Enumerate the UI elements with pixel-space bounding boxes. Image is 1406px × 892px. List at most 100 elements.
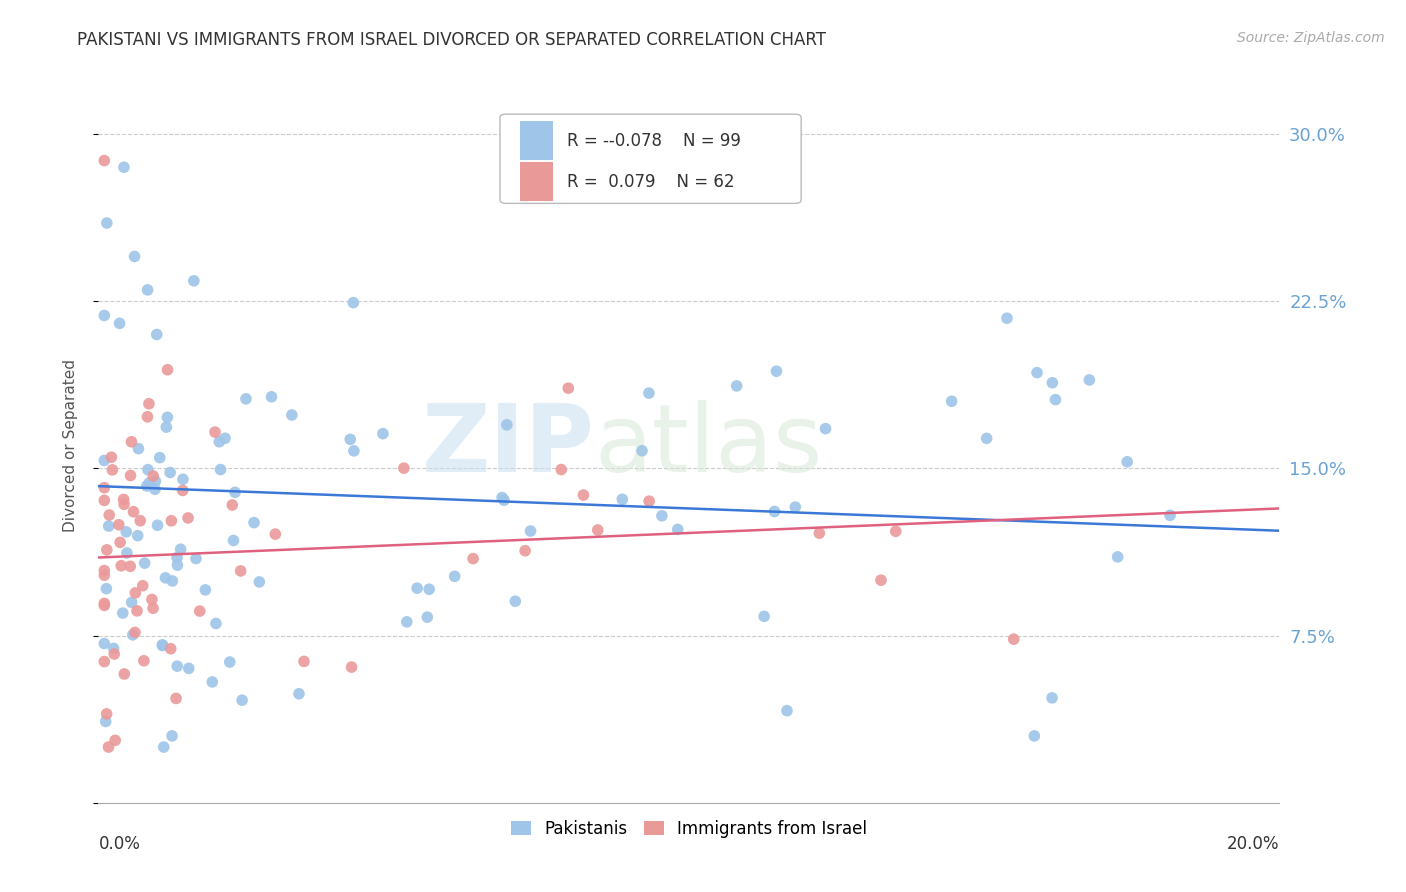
- Point: [108, 316, 131, 330]
- Point: [142, 601, 165, 615]
- Point: [121, 628, 143, 642]
- Point: [281, 408, 304, 422]
- Point: [505, 594, 527, 608]
- Point: [557, 381, 579, 395]
- Point: [343, 443, 366, 458]
- Point: [550, 462, 572, 476]
- Point: [205, 616, 228, 631]
- Point: [1002, 632, 1025, 647]
- Point: [96, 582, 118, 596]
- Point: [141, 592, 163, 607]
- Point: [127, 529, 149, 543]
- Point: [110, 558, 132, 573]
- Point: [112, 497, 135, 511]
- Point: [491, 491, 513, 505]
- Point: [150, 638, 173, 652]
- Point: [995, 311, 1018, 326]
- Point: [1078, 373, 1101, 387]
- Point: [124, 249, 146, 264]
- Point: [976, 431, 998, 445]
- Point: [288, 687, 311, 701]
- Point: [93, 481, 115, 495]
- Point: [136, 409, 159, 424]
- Point: [785, 500, 807, 514]
- Point: [97, 740, 120, 755]
- Point: [339, 433, 361, 447]
- Point: [177, 661, 200, 675]
- Point: [1116, 455, 1139, 469]
- Point: [96, 216, 118, 230]
- Point: [115, 546, 138, 560]
- Text: ZIP: ZIP: [422, 400, 595, 492]
- Point: [214, 431, 236, 445]
- Point: [247, 574, 270, 589]
- Point: [201, 675, 224, 690]
- Text: atlas: atlas: [595, 400, 823, 492]
- Point: [159, 466, 181, 480]
- Point: [115, 524, 138, 539]
- Point: [145, 474, 167, 488]
- Text: 20.0%: 20.0%: [1227, 835, 1279, 853]
- Point: [340, 660, 363, 674]
- Point: [152, 639, 174, 653]
- Point: [135, 479, 157, 493]
- Point: [188, 604, 211, 618]
- Point: [651, 508, 673, 523]
- Point: [146, 518, 169, 533]
- Point: [145, 327, 167, 342]
- Point: [292, 655, 315, 669]
- Point: [395, 615, 418, 629]
- Point: [222, 533, 245, 548]
- Point: [814, 422, 837, 436]
- Point: [159, 641, 181, 656]
- Point: [120, 559, 142, 574]
- Point: [93, 309, 115, 323]
- Point: [96, 542, 118, 557]
- Point: [221, 498, 243, 512]
- Point: [149, 450, 172, 465]
- Point: [93, 636, 115, 650]
- Point: [156, 410, 179, 425]
- Point: [513, 543, 536, 558]
- Point: [416, 610, 439, 624]
- Legend: Pakistanis, Immigrants from Israel: Pakistanis, Immigrants from Israel: [503, 814, 875, 845]
- Point: [94, 714, 117, 729]
- Point: [155, 571, 177, 585]
- Point: [136, 283, 159, 297]
- Point: [127, 442, 149, 456]
- Point: [129, 514, 152, 528]
- Point: [638, 386, 661, 401]
- Point: [122, 505, 145, 519]
- Point: [1107, 549, 1129, 564]
- Point: [93, 655, 115, 669]
- Point: [371, 426, 394, 441]
- Point: [172, 472, 194, 486]
- Point: [218, 655, 240, 669]
- Point: [572, 488, 595, 502]
- Point: [166, 558, 188, 573]
- Point: [152, 740, 174, 755]
- Point: [112, 667, 135, 681]
- Point: [204, 425, 226, 439]
- Point: [183, 274, 205, 288]
- Point: [342, 295, 364, 310]
- Point: [461, 551, 484, 566]
- Point: [1026, 366, 1049, 380]
- Point: [142, 469, 165, 483]
- Point: [418, 582, 440, 597]
- Point: [166, 550, 188, 565]
- Point: [155, 420, 177, 434]
- Point: [870, 573, 893, 587]
- Point: [112, 492, 135, 507]
- Point: [209, 462, 232, 476]
- Point: [763, 504, 786, 518]
- Point: [1024, 729, 1046, 743]
- Point: [101, 463, 124, 477]
- Point: [177, 511, 200, 525]
- Point: [103, 647, 125, 661]
- Point: [443, 569, 465, 583]
- Y-axis label: Divorced or Separated: Divorced or Separated: [63, 359, 77, 533]
- Point: [612, 492, 634, 507]
- Point: [96, 706, 118, 721]
- Point: [224, 485, 246, 500]
